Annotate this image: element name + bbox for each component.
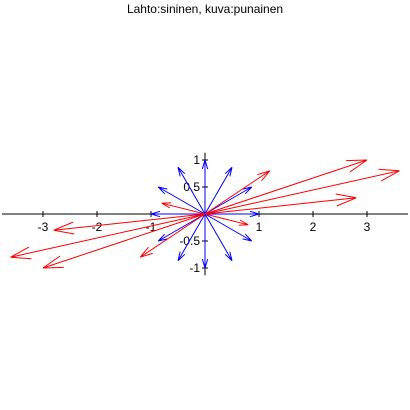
- vector-arrow: [204, 213, 233, 262]
- vector-arrow: [204, 170, 271, 215]
- x-tick-label: -1: [146, 220, 157, 234]
- vector-arrow: [204, 213, 249, 226]
- vector-arrow: [204, 193, 357, 215]
- x-tick-label: -2: [92, 220, 103, 234]
- vector-arrow: [157, 213, 206, 242]
- y-tick-label: -1: [189, 261, 200, 275]
- vector-arrow: [205, 210, 260, 218]
- vector-arrow: [150, 210, 205, 218]
- red-vector-series: [10, 159, 400, 269]
- vectors: [10, 159, 400, 269]
- vector-arrow: [53, 213, 206, 235]
- vector-arrow: [139, 213, 206, 258]
- x-tick-label: -3: [38, 220, 49, 234]
- vector-arrow: [204, 186, 253, 215]
- vector-arrow: [204, 166, 233, 215]
- vector-arrow: [157, 186, 206, 215]
- vector-arrow: [161, 202, 206, 215]
- vector-arrow: [204, 213, 253, 242]
- vector-arrow: [10, 213, 206, 260]
- vector-arrow: [204, 168, 400, 215]
- vector-arrow: [177, 166, 206, 215]
- vector-arrow: [177, 213, 206, 262]
- vector-arrow: [42, 213, 206, 269]
- x-tick-label: 2: [310, 220, 317, 234]
- blue-vector-series: [150, 159, 260, 269]
- vector-arrow: [204, 159, 368, 215]
- x-tick-label: 1: [256, 220, 263, 234]
- y-tick-label: 1: [193, 153, 200, 167]
- vector-arrow: [201, 159, 209, 214]
- x-tick-label: 3: [364, 220, 371, 234]
- chart-title: Lahto:sininen, kuva:punainen: [127, 2, 283, 16]
- vector-arrow: [201, 214, 209, 269]
